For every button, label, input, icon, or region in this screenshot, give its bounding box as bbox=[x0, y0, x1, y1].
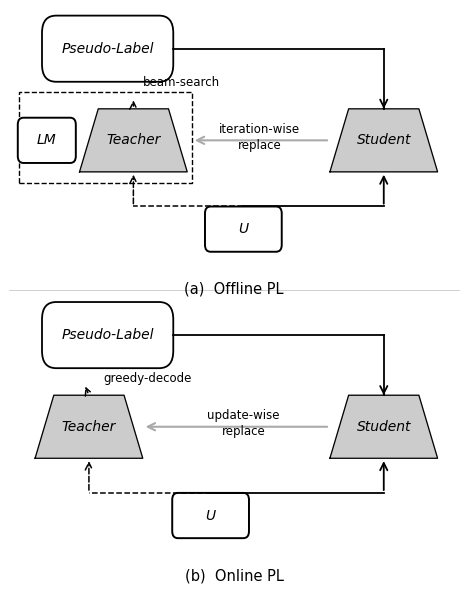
Text: Pseudo-Label: Pseudo-Label bbox=[61, 42, 154, 55]
Text: Teacher: Teacher bbox=[106, 133, 161, 148]
Text: (a)  Offline PL: (a) Offline PL bbox=[184, 282, 284, 297]
FancyBboxPatch shape bbox=[205, 206, 282, 252]
Text: Student: Student bbox=[357, 419, 411, 434]
FancyBboxPatch shape bbox=[18, 118, 76, 163]
Text: greedy-decode: greedy-decode bbox=[103, 372, 191, 385]
Bar bbox=[19, 91, 192, 183]
FancyBboxPatch shape bbox=[42, 15, 173, 82]
FancyBboxPatch shape bbox=[42, 302, 173, 368]
Polygon shape bbox=[330, 395, 438, 458]
Polygon shape bbox=[330, 109, 438, 172]
Text: Pseudo-Label: Pseudo-Label bbox=[61, 328, 154, 342]
FancyBboxPatch shape bbox=[172, 493, 249, 538]
Polygon shape bbox=[80, 109, 187, 172]
Text: Student: Student bbox=[357, 133, 411, 148]
Text: LM: LM bbox=[37, 133, 57, 148]
Text: beam-search: beam-search bbox=[143, 76, 220, 88]
Text: iteration-wise
replace: iteration-wise replace bbox=[219, 123, 300, 152]
Text: (b)  Online PL: (b) Online PL bbox=[184, 568, 284, 583]
Text: U: U bbox=[205, 509, 216, 523]
Text: Teacher: Teacher bbox=[62, 419, 116, 434]
Text: update-wise
replace: update-wise replace bbox=[207, 409, 279, 438]
Polygon shape bbox=[35, 395, 143, 458]
Text: U: U bbox=[238, 222, 249, 236]
